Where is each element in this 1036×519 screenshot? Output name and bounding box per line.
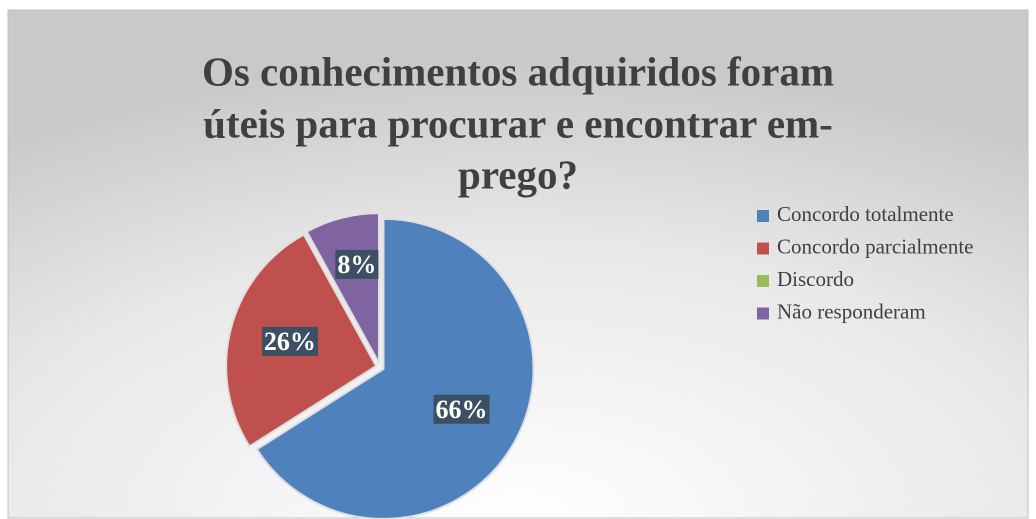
chart-title: prego? xyxy=(458,151,578,197)
chart-title: Os conhecimentos adquiridos foram xyxy=(202,48,834,94)
legend-swatch xyxy=(757,210,769,222)
legend-swatch xyxy=(757,242,769,255)
legend-label: Não responderam xyxy=(777,299,926,323)
label-box xyxy=(335,249,379,279)
legend-swatch xyxy=(757,275,769,287)
legend-swatch xyxy=(757,307,769,320)
label-box xyxy=(261,326,318,356)
legend-label: Concordo totalmente xyxy=(777,202,954,226)
legend-label: Concordo parcialmente xyxy=(777,234,974,258)
data-label: 66% xyxy=(435,395,487,424)
data-label: 8% xyxy=(337,250,376,279)
legend-label: Discordo xyxy=(777,267,854,291)
pie-slice xyxy=(255,217,535,519)
label-box xyxy=(433,394,490,424)
data-label: 26% xyxy=(264,327,316,356)
chart-title: úteis para procurar e encontrar em- xyxy=(203,100,833,146)
